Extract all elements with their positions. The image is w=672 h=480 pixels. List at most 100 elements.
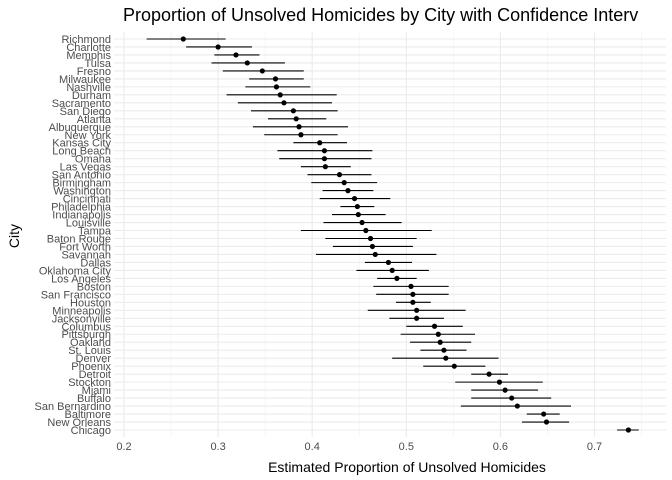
city-label: San Antonio — [52, 170, 111, 182]
city-label: Tulsa — [85, 58, 112, 70]
estimate-point — [543, 419, 550, 425]
city-label: Charlotte — [66, 42, 111, 54]
estimate-point — [244, 60, 250, 66]
estimate-point — [408, 283, 414, 289]
city-label: Miami — [82, 385, 111, 397]
city-label: Atlanta — [77, 114, 112, 126]
estimate-point — [363, 227, 369, 234]
x-tick-label: 0.6 — [493, 441, 508, 453]
estimate-point — [290, 108, 296, 114]
x-tick-label: 0.7 — [587, 441, 602, 453]
city-tick-labels: RichmondCharlotteMemphisTulsaFresnoMilwa… — [35, 34, 112, 437]
x-tick-label: 0.2 — [116, 441, 131, 453]
city-label: Pittsburgh — [61, 329, 111, 341]
estimate-point — [496, 379, 503, 385]
city-label: Sacramento — [52, 98, 111, 110]
estimate-point — [281, 100, 287, 106]
city-label: Birmingham — [52, 178, 111, 190]
estimate-point — [317, 140, 323, 146]
estimate-point — [441, 347, 447, 353]
x-axis-label: Estimated Proportion of Unsolved Homicid… — [268, 459, 546, 475]
city-label: Nashville — [66, 82, 111, 94]
city-label: St. Louis — [68, 345, 111, 357]
city-label: Phoenix — [71, 361, 111, 373]
estimate-point — [215, 44, 221, 50]
city-label: Houston — [70, 297, 111, 309]
city-label: San Diego — [60, 106, 111, 118]
estimate-point — [514, 403, 520, 409]
city-label: Louisville — [66, 218, 111, 230]
city-label: New Orleans — [47, 417, 111, 429]
city-label: Las Vegas — [60, 162, 112, 174]
city-label: Fort Worth — [59, 241, 111, 253]
estimate-point — [336, 172, 343, 178]
city-label: Los Angeles — [51, 273, 111, 285]
estimate-point — [414, 315, 420, 321]
city-label: Jacksonville — [52, 313, 111, 325]
chart-title: Proportion of Unsolved Homicides by City… — [123, 5, 638, 25]
estimate-point — [394, 275, 400, 281]
city-label: New York — [65, 130, 112, 142]
major-gridlines — [123, 32, 596, 437]
estimate-point — [345, 188, 351, 194]
city-label: Columbus — [61, 321, 111, 333]
city-label: Fresno — [77, 66, 111, 78]
estimate-point — [341, 180, 347, 186]
estimate-point — [321, 148, 328, 154]
city-label: Omaha — [75, 154, 112, 166]
x-tick-label: 0.4 — [305, 441, 320, 453]
estimate-point — [389, 267, 395, 274]
city-label: Cincinnati — [63, 194, 111, 206]
city-label: Tampa — [78, 226, 112, 238]
city-label: San Francisco — [41, 289, 111, 301]
estimate-point — [298, 132, 304, 138]
city-label: Chicago — [71, 425, 111, 437]
estimate-point — [355, 211, 361, 218]
estimate-point — [180, 36, 186, 42]
estimate-point — [273, 84, 280, 90]
estimate-point — [410, 291, 416, 297]
city-label: Minneapolis — [52, 305, 111, 317]
estimate-point — [296, 124, 302, 130]
city-label: Baltimore — [65, 409, 111, 421]
city-label: Long Beach — [52, 146, 111, 158]
city-label: Philadelphia — [51, 202, 112, 214]
y-axis-label: City — [6, 224, 22, 248]
city-gridlines — [114, 38, 666, 431]
estimate-point — [541, 411, 547, 417]
estimate-point — [259, 68, 265, 74]
estimate-point — [233, 52, 239, 58]
estimate-point — [486, 371, 492, 377]
confidence-interval-bars — [146, 38, 639, 431]
city-label: Washington — [53, 186, 111, 198]
city-label: Baton Rouge — [47, 233, 111, 245]
city-label: Oakland — [70, 337, 111, 349]
city-label: Dallas — [80, 257, 111, 269]
estimate-point — [372, 251, 378, 258]
x-tick-label: 0.3 — [210, 441, 225, 453]
estimate-point — [509, 395, 515, 401]
estimate-points — [180, 36, 631, 433]
estimate-point — [502, 387, 508, 393]
estimate-point — [451, 363, 457, 369]
x-tick-label: 0.5 — [399, 441, 414, 453]
estimate-point — [414, 307, 420, 313]
x-tick-labels: 0.2 0.3 0.4 0.5 0.6 0.7 — [116, 441, 602, 453]
city-label: Denver — [76, 353, 112, 365]
city-label: Albuquerque — [49, 122, 111, 134]
estimate-point — [369, 243, 376, 250]
city-label: Oklahoma City — [39, 265, 112, 277]
city-label: Milwaukee — [59, 74, 111, 86]
city-label: Durham — [72, 90, 111, 102]
estimate-point — [625, 427, 631, 433]
city-label: San Bernardino — [35, 401, 111, 413]
city-label: Indianapolis — [52, 210, 111, 222]
estimate-point — [351, 195, 358, 202]
estimate-point — [272, 76, 279, 82]
city-label: Buffalo — [77, 393, 111, 405]
estimate-point — [385, 259, 392, 266]
estimate-point — [277, 92, 283, 98]
estimate-point — [431, 323, 438, 329]
estimate-point — [354, 203, 360, 210]
